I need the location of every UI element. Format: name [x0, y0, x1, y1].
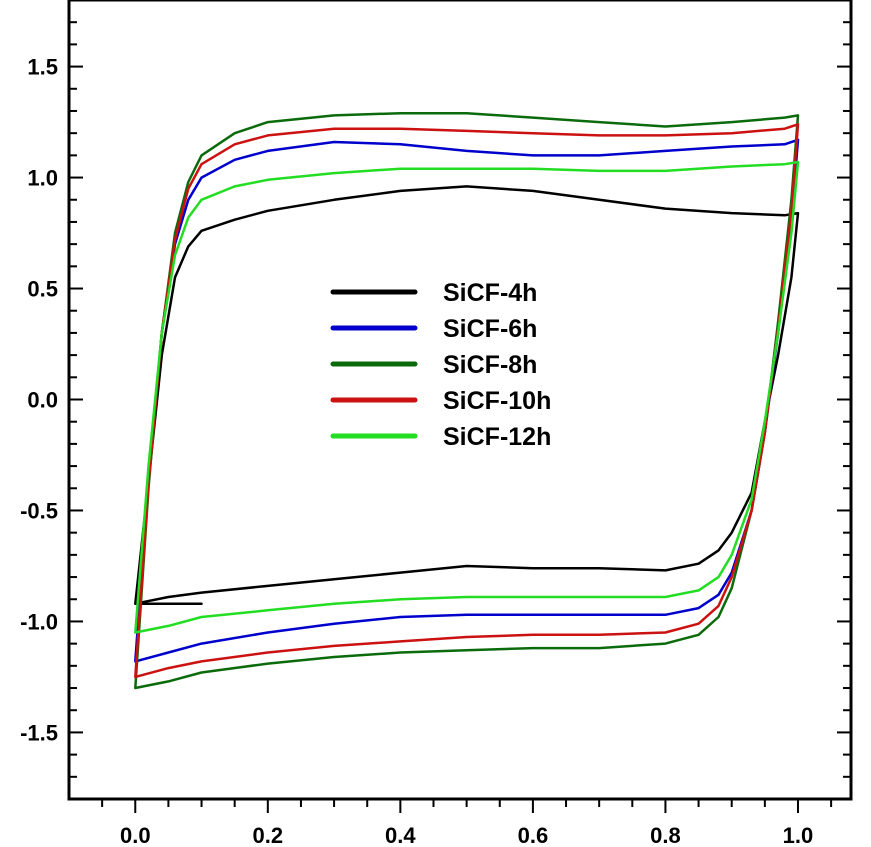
- y-tick-label: 0.5: [27, 277, 58, 302]
- x-tick-label: 0.8: [650, 823, 681, 847]
- legend-label-sicf-10h: SiCF-10h: [443, 387, 551, 415]
- y-tick-label: 1.5: [27, 55, 58, 80]
- legend-label-sicf-4h: SiCF-4h: [443, 279, 537, 307]
- series-line-sicf-4h: [134, 185, 800, 605]
- legend-label-sicf-12h: SiCF-12h: [443, 423, 551, 451]
- y-tick-label: 1.0: [27, 166, 58, 191]
- ticks-layer: 0.0 0.2 0.4 0.6 0.8 1.0 1.5 1.0 0.5 0.0 -0.5 -1.0 -1…: [20, 0, 851, 847]
- series-line-sicf-12h: [134, 160, 800, 634]
- x-tick-label: 0.4: [385, 823, 416, 847]
- x-tick-label: 0.6: [518, 823, 549, 847]
- legend-label-sicf-6h: SiCF-6h: [443, 315, 537, 343]
- y-tick-label: -0.5: [20, 498, 58, 523]
- x-tick-label: 0.2: [253, 823, 284, 847]
- legend: SiCF-4h SiCF-6h SiCF-8h SiCF-10h SiCF-12h: [330, 279, 551, 451]
- series-line-sicf-10h: [134, 123, 800, 679]
- series-layer: [134, 111, 800, 690]
- legend-label-sicf-8h: SiCF-8h: [443, 351, 537, 379]
- y-tick-label: 0.0: [27, 388, 58, 413]
- x-tick-label: 0.0: [120, 823, 151, 847]
- y-tick-label: -1.5: [20, 720, 58, 745]
- x-tick-label: 1.0: [783, 823, 814, 847]
- y-tick-label: -1.0: [20, 609, 58, 634]
